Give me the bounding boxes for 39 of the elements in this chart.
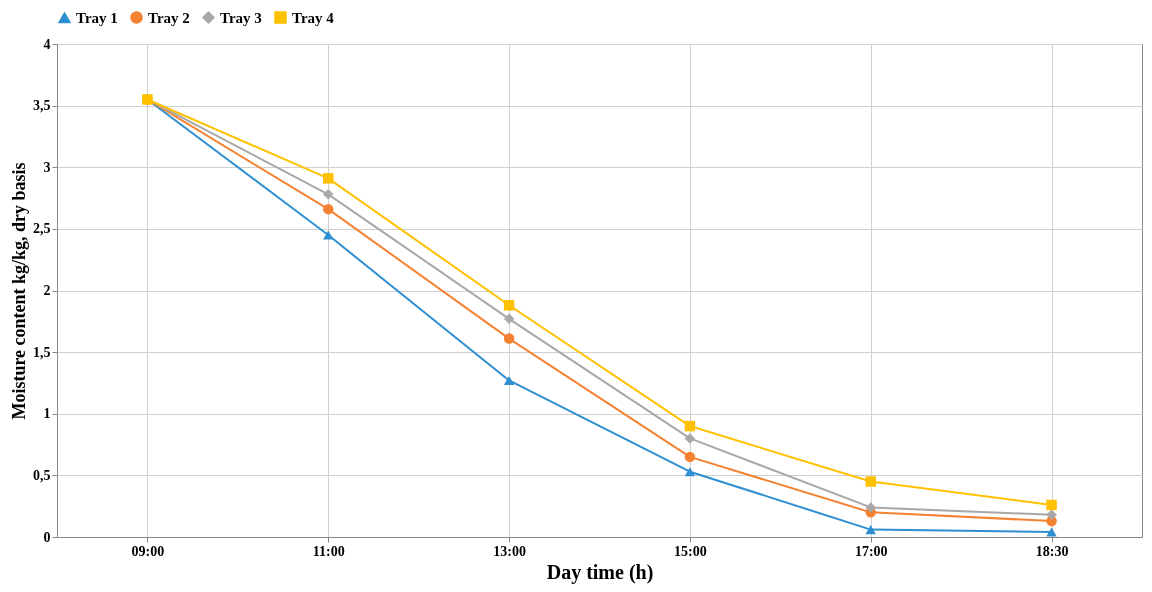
- legend-label: Tray 1: [76, 9, 118, 26]
- y-tick-label: 0: [43, 529, 51, 545]
- y-tick-label: 2: [43, 283, 51, 298]
- y-tick-label: 0,5: [33, 467, 51, 483]
- legend-label: Tray 3: [220, 9, 262, 26]
- y-tick-label: 1,5: [33, 344, 51, 360]
- y-tick-label: 2,5: [33, 221, 51, 237]
- point: [323, 203, 334, 215]
- point: [323, 173, 334, 184]
- point: [684, 420, 696, 432]
- point: [503, 313, 515, 325]
- point: [684, 467, 696, 477]
- y-tick-label: 1: [43, 406, 51, 422]
- y-tick-label: 3: [43, 159, 51, 175]
- point: [1046, 499, 1057, 511]
- x-tick-label: 09:00: [131, 543, 165, 559]
- point: [1046, 527, 1057, 537]
- point: [503, 375, 515, 386]
- point: [503, 333, 515, 344]
- x-tick-label: 17:00: [854, 543, 888, 559]
- point: [865, 502, 876, 513]
- x-tick-label: 18:30: [1035, 543, 1069, 559]
- point: [323, 230, 334, 240]
- point: [684, 433, 696, 444]
- point: [323, 189, 334, 200]
- point: [684, 451, 696, 463]
- y-tick-label: 4: [43, 36, 51, 52]
- x-tick-label: 13:00: [493, 543, 526, 559]
- x-tick-label: 11:00: [312, 543, 345, 559]
- y-tick-label: 3,5: [33, 98, 51, 114]
- point: [865, 525, 876, 535]
- legend-label: Tray 2: [148, 9, 190, 26]
- x-tick-label: 15:00: [674, 543, 707, 559]
- y-axis-title: Moisture content kg/kg, dry basis: [9, 162, 29, 420]
- point: [503, 300, 515, 311]
- x-axis-title: Day time (h): [546, 560, 654, 584]
- point: [865, 476, 876, 487]
- legend-label: Tray 4: [292, 9, 335, 26]
- point: [1046, 509, 1057, 521]
